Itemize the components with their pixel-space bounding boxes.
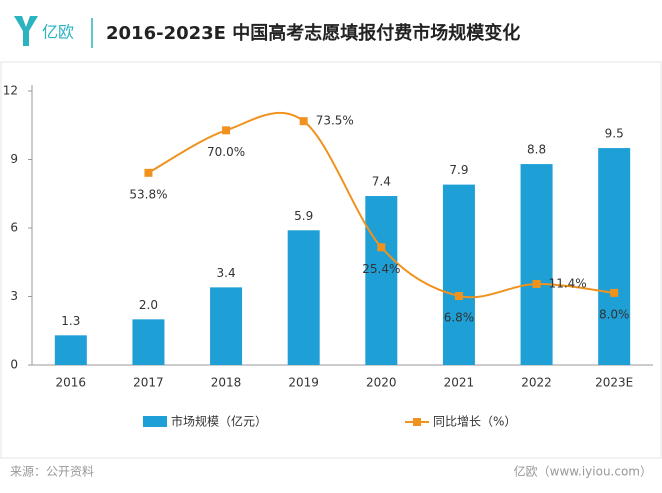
- bar-label: 9.5: [605, 127, 624, 141]
- line-marker: [222, 126, 231, 135]
- line-label: 53.8%: [129, 187, 167, 201]
- x-tick-label: 2017: [133, 376, 164, 390]
- bar-label: 5.9: [294, 209, 313, 223]
- bar: [365, 196, 398, 365]
- logo: [14, 16, 38, 46]
- x-tick-label: 2020: [366, 376, 397, 390]
- line-marker: [454, 292, 463, 301]
- line-label: 8.0%: [599, 307, 630, 321]
- bar-label: 7.9: [449, 163, 468, 177]
- bar-label: 3.4: [217, 266, 236, 280]
- bar: [442, 184, 475, 365]
- line-marker: [610, 288, 619, 297]
- y-tick-label: 12: [3, 84, 18, 98]
- bar-label: 1.3: [61, 314, 80, 328]
- x-tick-label: 2021: [444, 376, 475, 390]
- credit: 亿欧（www.iyiou.com）: [514, 464, 652, 479]
- legend-label: 市场规模（亿元）: [171, 414, 267, 429]
- line-marker: [299, 117, 308, 126]
- legend-label: 同比增长（%）: [433, 415, 516, 429]
- line-marker: [532, 279, 541, 288]
- line-label: 11.4%: [549, 276, 587, 290]
- line-label: 25.4%: [362, 262, 400, 276]
- legend-swatch: [413, 418, 421, 426]
- bar: [132, 319, 165, 365]
- bar-label: 7.4: [372, 175, 391, 189]
- line-label: 70.0%: [207, 145, 245, 159]
- y-tick-label: 3: [10, 289, 18, 303]
- y-tick-label: 9: [10, 152, 18, 166]
- x-tick-label: 2018: [211, 376, 242, 390]
- line-marker: [377, 243, 386, 252]
- bar: [54, 335, 87, 365]
- line-label: 6.8%: [444, 311, 475, 325]
- legend-swatch: [143, 416, 167, 427]
- line-marker: [144, 168, 153, 177]
- x-tick-label: 2016: [56, 376, 87, 390]
- bar: [287, 230, 320, 365]
- bar: [520, 164, 553, 365]
- logo-text: 亿欧: [42, 23, 74, 42]
- y-tick-label: 6: [10, 221, 18, 235]
- source: 来源：公开资料: [10, 465, 94, 479]
- bar-label: 2.0: [139, 298, 158, 312]
- x-tick-label: 2019: [288, 376, 319, 390]
- x-tick-label: 2022: [521, 376, 552, 390]
- line-label: 73.5%: [316, 114, 354, 128]
- bar-label: 8.8: [527, 143, 546, 157]
- bar: [210, 287, 243, 365]
- bar: [598, 148, 631, 365]
- chart-title: 2016-2023E 中国高考志愿填报付费市场规模变化: [106, 22, 520, 44]
- x-tick-label: 2023E: [595, 376, 633, 390]
- y-tick-label: 0: [10, 358, 18, 372]
